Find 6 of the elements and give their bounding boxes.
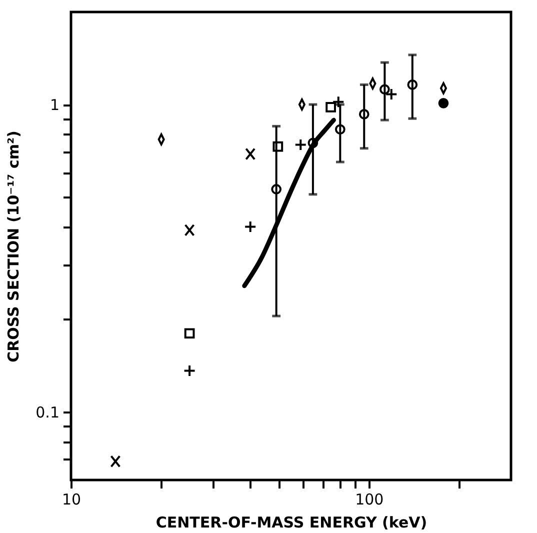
- y-tick-label: 1: [50, 96, 60, 114]
- x-tick-label: 100: [355, 490, 384, 508]
- y-tick-label: 0.1: [36, 403, 60, 422]
- x-axis-title: CENTER-OF-MASS ENERGY (keV): [156, 514, 428, 532]
- x-tick-label: 10: [62, 490, 82, 508]
- y-axis-title: CROSS SECTION (10⁻¹⁷ cm²): [4, 130, 23, 362]
